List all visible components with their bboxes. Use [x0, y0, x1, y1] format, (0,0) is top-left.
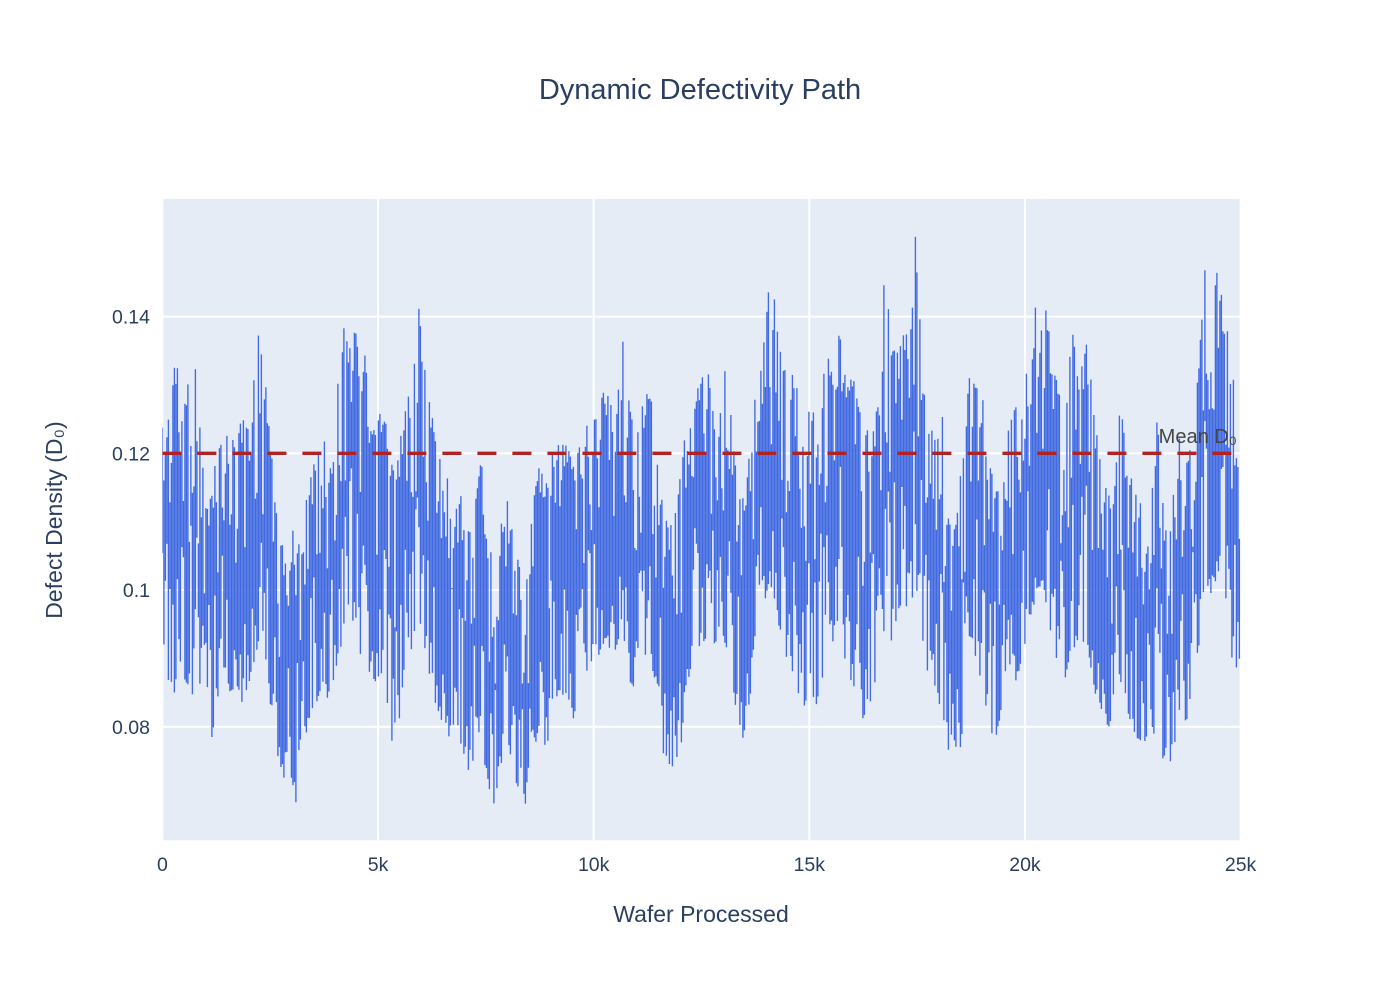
y-tick-label: 0.08 [112, 717, 150, 739]
x-tick-label: 15k [794, 854, 826, 876]
y-tick-label: 0.1 [123, 580, 150, 602]
x-tick-label: 5k [368, 854, 389, 876]
x-tick-label: 10k [578, 854, 610, 876]
x-axis-title: Wafer Processed [613, 901, 789, 927]
chart-title: Dynamic Defectivity Path [539, 74, 861, 106]
defect-density-series [162, 236, 1241, 804]
x-tick-label: 0 [157, 854, 168, 876]
y-tick-label: 0.12 [112, 443, 150, 465]
y-tick-label: 0.14 [112, 307, 150, 329]
x-tick-label: 25k [1225, 854, 1257, 876]
x-tick-label: 20k [1009, 854, 1041, 876]
mean-line-label: Mean D₀ [1159, 426, 1237, 448]
y-axis-title: Defect Density (D₀) [41, 421, 67, 618]
axis-tick-labels: 0 5k 10k 15k 20k 25k 0.08 0.1 0.12 0.14 [112, 307, 1257, 876]
